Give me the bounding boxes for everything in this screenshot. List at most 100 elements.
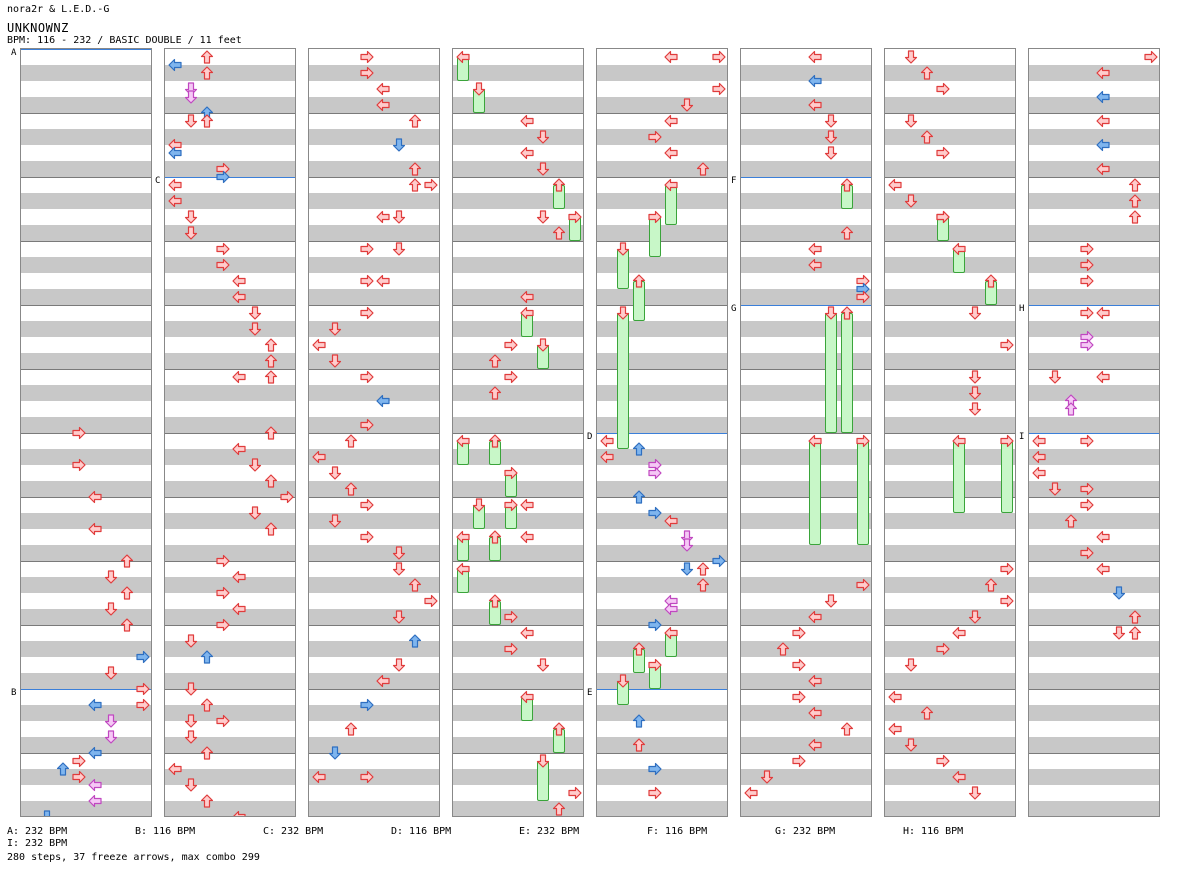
- down-arrow-red-icon: [392, 610, 406, 624]
- measure-line: [597, 753, 727, 754]
- section-label-c: C: [155, 176, 161, 186]
- measure-line: [597, 113, 727, 114]
- up-arrow-red-icon: [408, 578, 422, 592]
- freeze-head-right-icon: [856, 434, 870, 448]
- right-arrow-red-icon: [1080, 546, 1094, 560]
- up-arrow-red-icon: [920, 706, 934, 720]
- left-arrow-red-icon: [888, 722, 902, 736]
- section-label-f: F: [731, 176, 737, 186]
- freeze-head-right-icon: [648, 210, 662, 224]
- right-arrow-red-icon: [504, 370, 518, 384]
- bpm-item: I: 232 BPM: [7, 838, 68, 849]
- down-arrow-red-icon: [184, 714, 198, 728]
- up-arrow-red-icon: [552, 226, 566, 240]
- section-line-i: [1029, 433, 1159, 434]
- up-arrow-red-icon: [264, 354, 278, 368]
- down-arrow-red-icon: [968, 610, 982, 624]
- down-arrow-red-icon: [904, 738, 918, 752]
- freeze-arrow: [857, 441, 869, 545]
- right-arrow-red-icon: [504, 338, 518, 352]
- measure-line: [309, 625, 439, 626]
- freeze-head-right-icon: [648, 658, 662, 672]
- left-arrow-red-icon: [1096, 114, 1110, 128]
- right-arrow-red-icon: [72, 754, 86, 768]
- left-arrow-pink-icon: [88, 794, 102, 808]
- left-arrow-red-icon: [808, 98, 822, 112]
- measure-line: [741, 497, 871, 498]
- up-arrow-red-icon: [120, 554, 134, 568]
- freeze-head-right-icon: [1000, 434, 1014, 448]
- measure-line: [597, 177, 727, 178]
- down-arrow-red-icon: [184, 730, 198, 744]
- up-arrow-red-icon: [200, 50, 214, 64]
- up-arrow-blue-icon: [632, 714, 646, 728]
- left-arrow-red-icon: [808, 610, 822, 624]
- measure-line: [309, 369, 439, 370]
- right-arrow-red-icon: [568, 786, 582, 800]
- down-arrow-red-icon: [392, 546, 406, 560]
- freeze-head-down-icon: [536, 754, 550, 768]
- left-arrow-red-icon: [376, 674, 390, 688]
- measure-line: [741, 689, 871, 690]
- chart-column-6: [740, 48, 872, 817]
- right-arrow-red-icon: [1000, 562, 1014, 576]
- up-arrow-red-icon: [120, 618, 134, 632]
- up-arrow-red-icon: [408, 162, 422, 176]
- left-arrow-red-icon: [168, 194, 182, 208]
- left-arrow-red-icon: [952, 626, 966, 640]
- measure-line: [597, 625, 727, 626]
- up-arrow-red-icon: [840, 722, 854, 736]
- measure-line: [1029, 689, 1159, 690]
- right-arrow-red-icon: [136, 698, 150, 712]
- up-arrow-red-icon: [200, 114, 214, 128]
- down-arrow-red-icon: [536, 162, 550, 176]
- measure-line: [21, 561, 151, 562]
- down-arrow-red-icon: [824, 114, 838, 128]
- measure-line: [1029, 753, 1159, 754]
- freeze-head-left-icon: [456, 50, 470, 64]
- left-arrow-red-icon: [664, 146, 678, 160]
- right-arrow-red-icon: [1080, 242, 1094, 256]
- down-arrow-red-icon: [392, 210, 406, 224]
- right-arrow-red-icon: [712, 50, 726, 64]
- left-arrow-red-icon: [312, 450, 326, 464]
- down-arrow-red-icon: [184, 210, 198, 224]
- section-label-a: A: [11, 48, 17, 58]
- down-arrow-red-icon: [184, 226, 198, 240]
- section-label-d: D: [587, 432, 593, 442]
- right-arrow-red-icon: [136, 682, 150, 696]
- chart-info: BPM: 116 - 232 / BASIC DOUBLE / 11 feet: [7, 35, 242, 46]
- freeze-head-up-icon: [984, 274, 998, 288]
- freeze-head-up-icon: [488, 594, 502, 608]
- down-arrow-red-icon: [1112, 626, 1126, 640]
- measure-line: [21, 433, 151, 434]
- up-arrow-red-icon: [408, 114, 422, 128]
- right-arrow-pink-icon: [1080, 338, 1094, 352]
- down-arrow-red-icon: [392, 242, 406, 256]
- up-arrow-red-icon: [344, 482, 358, 496]
- measure-line: [165, 625, 295, 626]
- left-arrow-red-icon: [376, 82, 390, 96]
- measure-line: [309, 689, 439, 690]
- freeze-head-down-icon: [616, 242, 630, 256]
- measure-line: [309, 177, 439, 178]
- measure-line: [885, 625, 1015, 626]
- measure-line: [1029, 113, 1159, 114]
- left-arrow-red-icon: [232, 810, 246, 816]
- freeze-head-right-icon: [568, 210, 582, 224]
- up-arrow-red-icon: [1128, 210, 1142, 224]
- up-arrow-red-icon: [200, 698, 214, 712]
- section-line-f: [741, 177, 871, 178]
- down-arrow-red-icon: [184, 114, 198, 128]
- measure-line: [1029, 497, 1159, 498]
- up-arrow-red-icon: [1128, 194, 1142, 208]
- freeze-head-down-icon: [616, 674, 630, 688]
- down-arrow-red-icon: [184, 634, 198, 648]
- down-arrow-red-icon: [328, 514, 342, 528]
- down-arrow-pink-icon: [184, 90, 198, 104]
- left-arrow-red-icon: [232, 602, 246, 616]
- freeze-head-left-icon: [456, 434, 470, 448]
- up-arrow-red-icon: [200, 746, 214, 760]
- measure-line: [309, 561, 439, 562]
- measure-line: [885, 177, 1015, 178]
